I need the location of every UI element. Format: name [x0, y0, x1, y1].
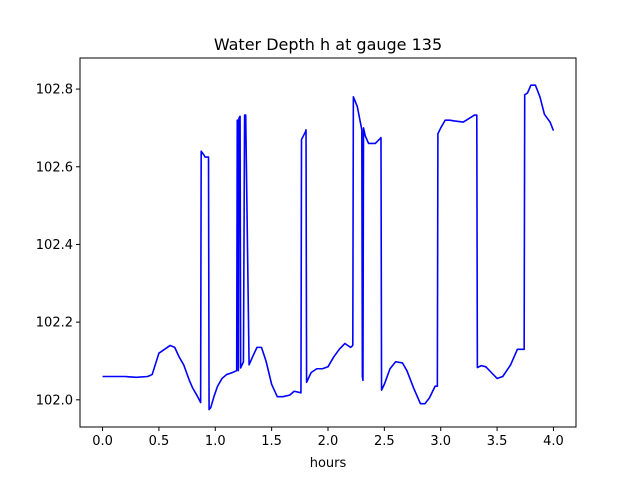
x-tick-label: 1.5: [261, 434, 282, 449]
x-tick-label: 2.5: [374, 434, 395, 449]
x-tick-label: 1.0: [205, 434, 226, 449]
x-tick-label: 0.5: [149, 434, 170, 449]
y-tick-label: 102.8: [36, 83, 73, 98]
axes: 0.0 0.5 1.0 1.5 2.0 2.5 3.0 3.5 4.0 102.0 102.2 102…: [36, 57, 577, 449]
y-tick-label: 102.4: [36, 238, 73, 253]
x-tick-label: 0.0: [92, 434, 113, 449]
x-tick-label: 3.5: [487, 434, 508, 449]
x-tick-label: 3.0: [430, 434, 451, 449]
y-tick-label: 102.2: [36, 316, 73, 331]
y-tick-label: 102.0: [36, 393, 73, 408]
x-axis-label: hours: [310, 456, 347, 471]
x-tick-label: 4.0: [543, 434, 564, 449]
series-line-0: [102, 84, 555, 411]
plot-area: [102, 84, 555, 411]
x-tick-label: 2.0: [318, 434, 339, 449]
chart-title: Water Depth h at gauge 135: [214, 35, 442, 54]
y-tick-label: 102.6: [36, 160, 73, 175]
